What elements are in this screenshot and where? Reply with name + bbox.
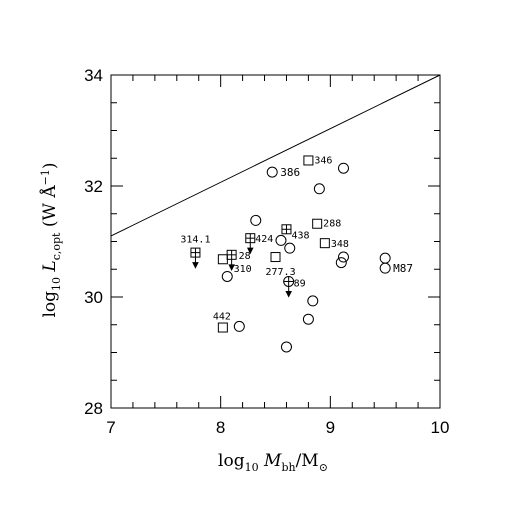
- point-label: 424: [255, 234, 273, 245]
- circle-point: [284, 242, 296, 254]
- y-tick-label: 34: [84, 66, 103, 85]
- circle-point: [221, 270, 233, 282]
- circle-point: [337, 162, 349, 174]
- circle-point: [275, 234, 287, 246]
- upper-limit-arrow: [192, 262, 199, 269]
- point-label: 348: [331, 239, 349, 250]
- x-tick-label: 8: [216, 418, 225, 437]
- square-point: [312, 218, 323, 229]
- circle-point: [233, 320, 245, 332]
- y-tick-label: 28: [84, 399, 103, 418]
- square-point: [217, 322, 228, 333]
- point-label: 314.1: [180, 235, 210, 246]
- square-point: [270, 252, 281, 263]
- point-label: M87: [393, 262, 413, 275]
- x-axis-label: log10 Mbh/M⊙: [218, 451, 328, 474]
- plot-layer: 7 8 9 1028303234386M87346288348277.3442314.…: [84, 66, 449, 437]
- circle-point: [379, 262, 391, 274]
- circle-point: [335, 257, 347, 269]
- y-tick-label: 32: [84, 177, 103, 196]
- square-point: [303, 155, 314, 166]
- point-label: 277.3: [266, 267, 296, 278]
- circle-point: [379, 252, 391, 264]
- square-point: [217, 254, 228, 265]
- square-point: [319, 238, 330, 249]
- y-tick-label: 30: [84, 288, 103, 307]
- point-label: 288: [323, 219, 341, 230]
- point-label: 438: [291, 230, 309, 241]
- upper-limit-arrow: [228, 264, 235, 271]
- x-tick-label: 9: [326, 418, 335, 437]
- upper-limit-arrow: [285, 290, 292, 298]
- point-label: 28: [239, 251, 251, 262]
- point-label: 346: [314, 155, 332, 166]
- circle-point: [302, 313, 314, 325]
- y-axis-label: log10 Lc,opt (W Å−1): [39, 162, 63, 317]
- circle-point: [250, 214, 262, 226]
- point-label: 442: [213, 312, 231, 323]
- circle-point: [307, 295, 319, 307]
- relation-line: [110, 74, 441, 237]
- point-label: 310: [234, 264, 252, 275]
- circle-point: [266, 166, 278, 178]
- point-label: 386: [280, 166, 300, 179]
- circle-point: [337, 251, 349, 263]
- circle-point: [313, 183, 325, 195]
- x-tick-label: 10: [431, 418, 450, 437]
- point-label: 89: [294, 278, 306, 289]
- x-tick-label: 7: [106, 418, 115, 437]
- circle-point: [280, 341, 292, 353]
- plot-frame: [110, 74, 441, 409]
- upper-limit-arrow: [246, 247, 254, 255]
